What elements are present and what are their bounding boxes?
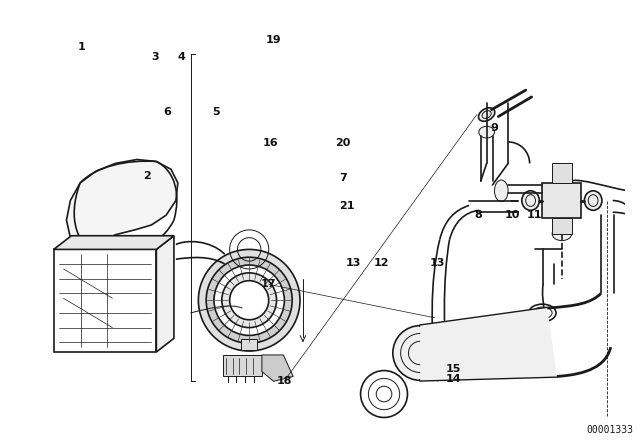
Text: 1: 1 — [77, 42, 85, 52]
Text: 20: 20 — [335, 138, 351, 148]
Text: 5: 5 — [212, 108, 220, 117]
Text: 12: 12 — [374, 258, 389, 267]
Polygon shape — [420, 308, 557, 380]
Text: 19: 19 — [266, 35, 282, 45]
FancyBboxPatch shape — [241, 339, 257, 350]
Text: 17: 17 — [261, 280, 276, 289]
Text: 8: 8 — [474, 210, 483, 220]
Text: 21: 21 — [339, 202, 355, 211]
Text: 13: 13 — [346, 258, 361, 267]
Circle shape — [198, 250, 300, 351]
Circle shape — [393, 326, 447, 380]
Text: 13: 13 — [430, 258, 445, 267]
Circle shape — [214, 265, 284, 336]
Polygon shape — [262, 355, 293, 381]
Polygon shape — [552, 218, 572, 234]
Text: 10: 10 — [505, 210, 520, 220]
Text: 14: 14 — [445, 375, 461, 384]
Polygon shape — [156, 236, 174, 352]
Circle shape — [206, 257, 292, 343]
Text: 00001333: 00001333 — [586, 425, 634, 435]
Text: 6: 6 — [164, 108, 172, 117]
Text: 4: 4 — [177, 52, 186, 62]
Circle shape — [222, 273, 276, 327]
Text: 15: 15 — [445, 364, 461, 375]
Polygon shape — [54, 236, 174, 250]
Text: 9: 9 — [490, 123, 498, 133]
Circle shape — [360, 370, 408, 418]
Text: 18: 18 — [277, 376, 292, 386]
Text: 16: 16 — [262, 138, 278, 148]
Polygon shape — [54, 250, 156, 352]
Ellipse shape — [522, 191, 540, 210]
Ellipse shape — [584, 191, 602, 210]
Text: 3: 3 — [151, 52, 159, 62]
Circle shape — [230, 281, 269, 320]
Ellipse shape — [495, 180, 508, 202]
Polygon shape — [552, 164, 572, 183]
Polygon shape — [67, 159, 178, 257]
Text: 7: 7 — [339, 173, 347, 183]
Polygon shape — [542, 183, 581, 218]
Polygon shape — [223, 355, 262, 376]
Ellipse shape — [552, 227, 572, 241]
Ellipse shape — [479, 108, 495, 121]
Text: 2: 2 — [143, 171, 151, 181]
Ellipse shape — [479, 126, 495, 138]
Text: 11: 11 — [527, 210, 543, 220]
